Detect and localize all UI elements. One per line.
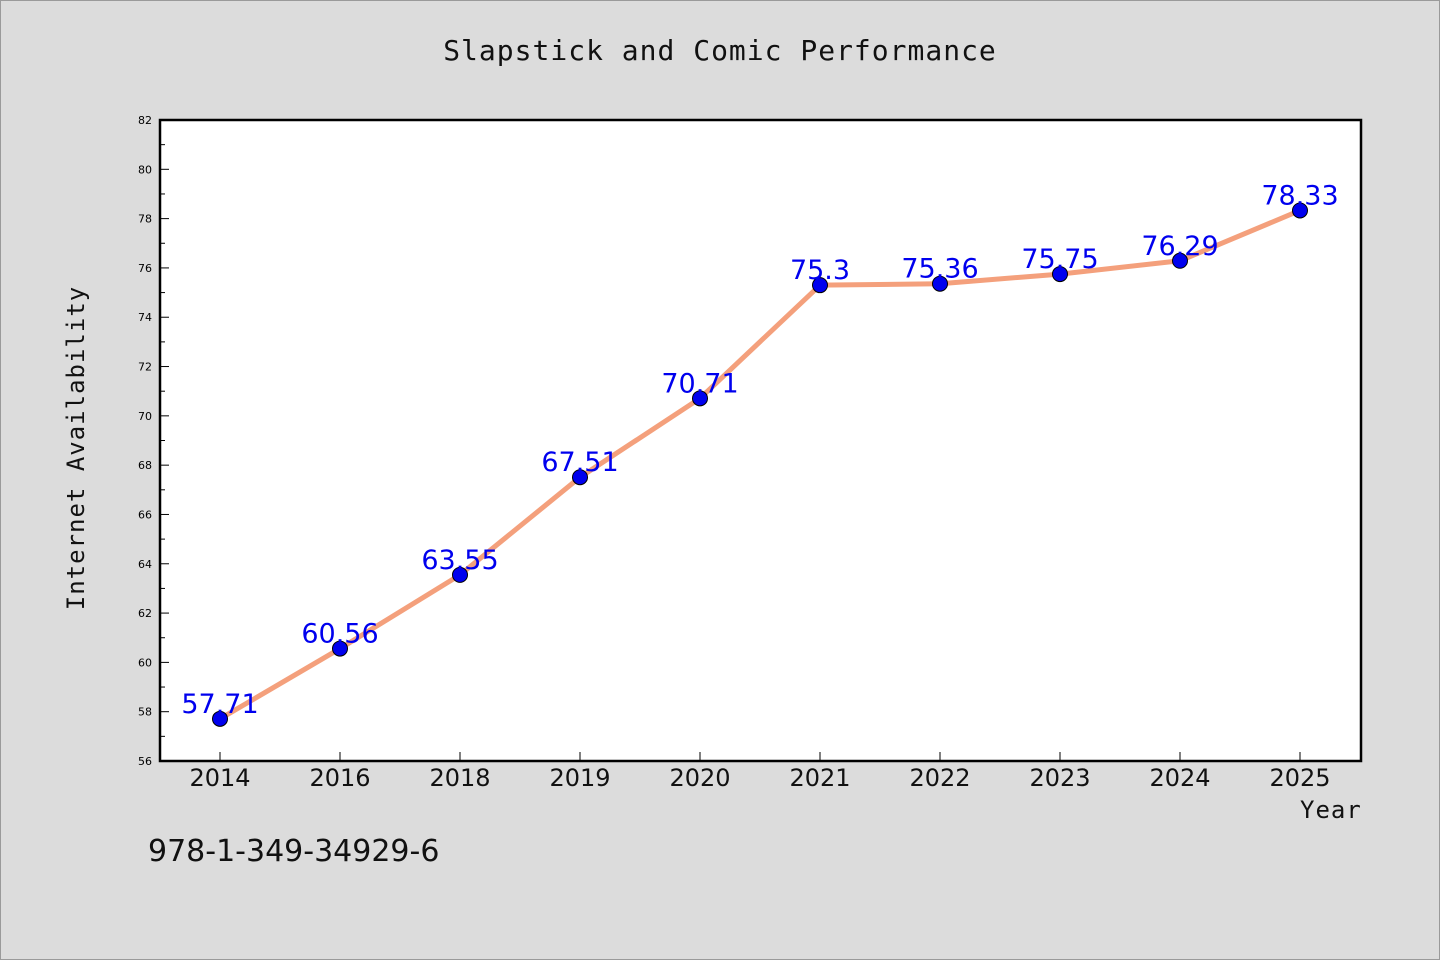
data-label: 67.51 — [541, 447, 618, 478]
plot-border — [158, 118, 1363, 763]
y-tick-label: 58 — [138, 706, 152, 719]
data-label: 70.71 — [661, 368, 738, 399]
data-point — [332, 640, 348, 657]
x-tick-label: 2019 — [549, 764, 610, 792]
y-tick-label: 72 — [138, 361, 152, 374]
data-point — [692, 390, 708, 407]
data-point — [1292, 202, 1308, 219]
data-label: 76.29 — [1141, 231, 1218, 262]
y-tick-label: 56 — [138, 755, 152, 768]
y-tick-label: 82 — [138, 114, 152, 127]
x-axis: 2014 2016 2018 2019 2020 2021 2022 2023 2024 2025 — [189, 752, 1331, 792]
data-point — [572, 469, 588, 486]
x-tick-label: 2018 — [429, 764, 490, 792]
x-tick-label: 2021 — [789, 764, 850, 792]
data-point — [812, 277, 828, 294]
data-label: 75.3 — [790, 255, 850, 286]
y-tick-label: 74 — [138, 311, 152, 324]
y-tick-label: 64 — [138, 558, 152, 571]
chart-title: Slapstick and Comic Performance — [443, 34, 997, 67]
x-tick-label: 2025 — [1269, 764, 1330, 792]
data-label: 78.33 — [1261, 180, 1338, 211]
data-point — [1052, 266, 1068, 283]
y-tick-label: 60 — [138, 656, 152, 669]
x-tick-label: 2016 — [309, 764, 370, 792]
y-axis: 56 58 60 62 64 66 68 70 72 74 76 78 80 82 — [138, 114, 169, 768]
data-label: 57.71 — [181, 689, 258, 720]
series-line — [217, 207, 1303, 722]
x-tick-label: 2023 — [1029, 764, 1090, 792]
series-markers — [212, 202, 1308, 727]
y-tick-label: 80 — [138, 163, 152, 176]
x-tick-label: 2022 — [909, 764, 970, 792]
data-point — [452, 566, 468, 583]
y-tick-label: 78 — [138, 213, 152, 226]
plot-area — [160, 120, 1361, 761]
data-point — [212, 710, 228, 727]
data-point — [1172, 252, 1188, 269]
data-point — [932, 275, 948, 292]
x-axis-label: Year — [1300, 796, 1362, 824]
x-tick-label: 2014 — [189, 764, 250, 792]
x-tick-label: 2024 — [1149, 764, 1210, 792]
data-labels: 57.71 60.56 63.55 67.51 70.71 75.3 75.36 75.75 7… — [181, 180, 1338, 719]
y-tick-label: 66 — [138, 508, 152, 521]
data-label: 60.56 — [301, 619, 378, 650]
y-tick-label: 70 — [138, 410, 152, 423]
data-label: 63.55 — [421, 545, 498, 576]
x-tick-label: 2020 — [669, 764, 730, 792]
y-tick-label: 68 — [138, 459, 152, 472]
data-label: 75.75 — [1021, 244, 1098, 275]
isbn-text: 978-1-349-34929-6 — [148, 834, 440, 869]
data-label: 75.36 — [901, 254, 978, 285]
y-tick-label: 76 — [138, 262, 152, 275]
y-tick-label: 62 — [138, 607, 152, 620]
